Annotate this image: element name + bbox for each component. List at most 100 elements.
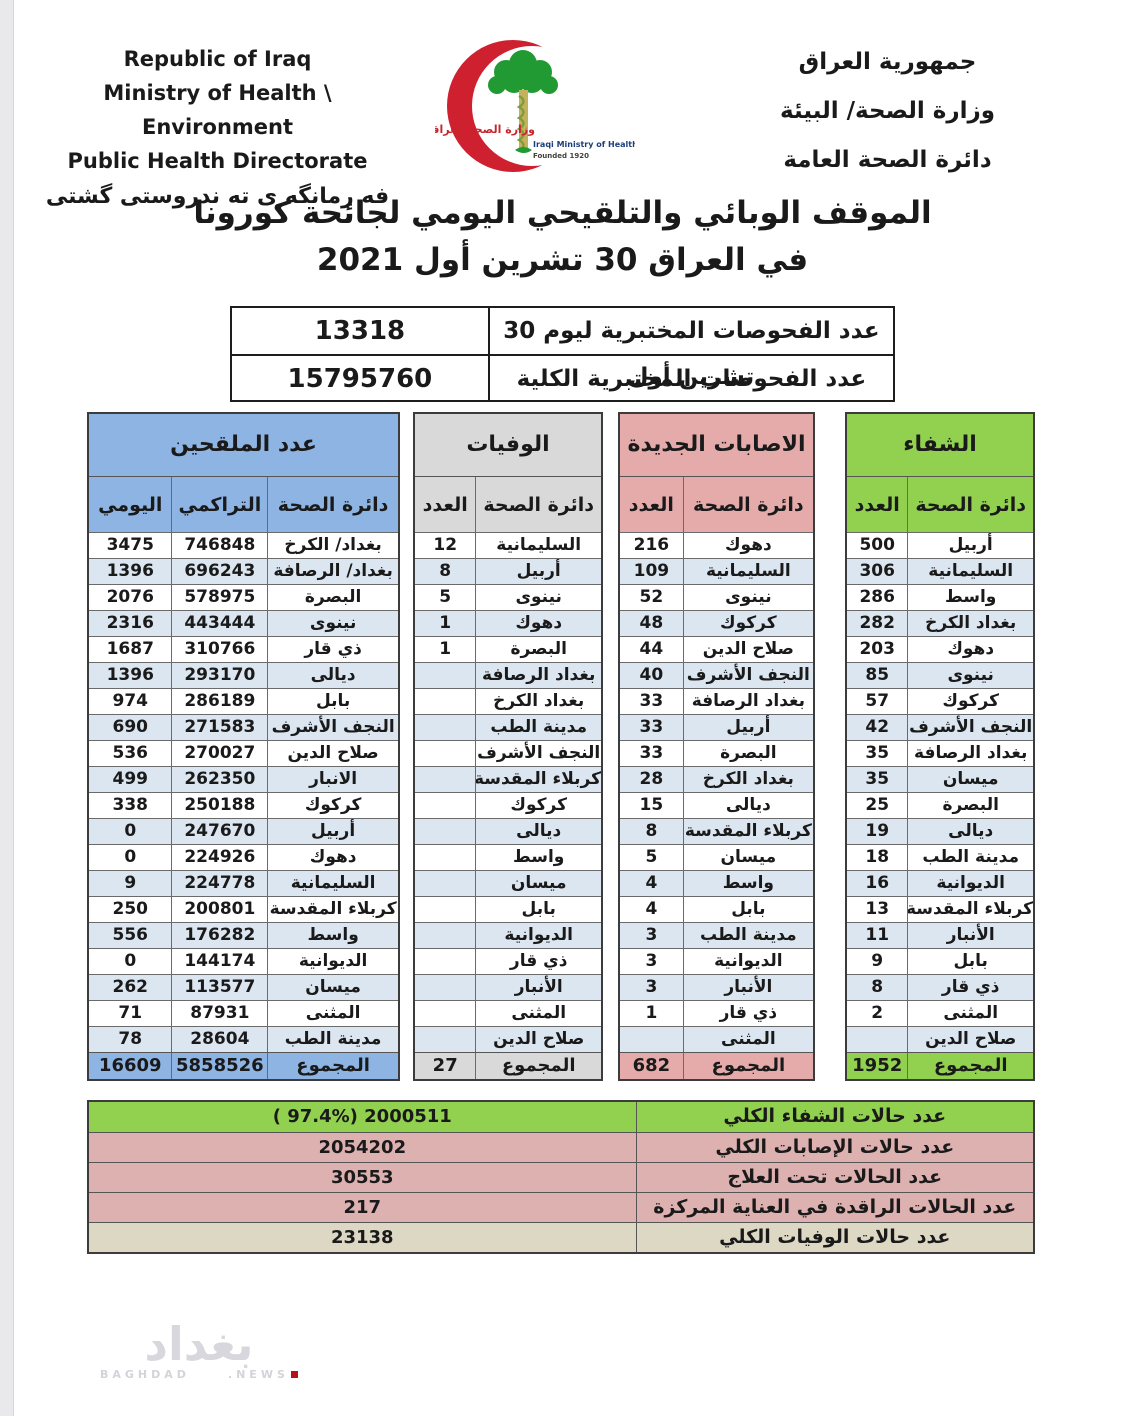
cell-value: 9 [847,949,909,974]
cell-directorate: بغداد الكرخ [702,769,794,789]
cell-value: 338 [89,793,173,818]
cell-value: 216 [620,533,684,558]
cell-directorate: ميسان [510,873,567,893]
cell-value: 0 [89,949,173,974]
cell-directorate: صلاح الدين [493,1029,585,1049]
cell-value: 443444 [172,611,269,636]
cell-value: 974 [89,689,173,714]
table-deaths: الوفيات دائرة الصحة العدد السليمانية 12 أر… [413,412,603,1081]
cell-directorate: الانبار [309,769,358,789]
table-row: كركوك 57 [847,688,1033,714]
cell-directorate: ذي قار [941,977,1000,997]
table-row: ديالى 19 [847,818,1033,844]
table-row: ذي قار [415,948,601,974]
cell-value [415,1001,477,1026]
cell-value: 12 [415,533,477,558]
cell-value: 2316 [89,611,173,636]
cell-directorate: السليمانية [496,535,582,555]
cell-value [415,767,477,792]
cell-directorate: النجف الأشرف [909,717,1033,737]
report-title: الموقف الوبائي والتلقيحي اليومي لجائحة ك… [0,190,1125,284]
table-column-headers: دائرة الصحة العدد [620,476,813,532]
cell-directorate: واسط [945,587,997,607]
table-title: الوفيات [415,414,601,476]
table-new-cases: الاصابات الجديدة دائرة الصحة العدد دهوك 2… [618,412,815,1081]
header-arabic-line: وزارة الصحة/ البيئة [780,98,995,124]
table-row: بغداد الرصافة 35 [847,740,1033,766]
cell-value: 15 [620,793,684,818]
lab-tests-table: عدد الفحوصات المختبرية ليوم 30 تشرين أول… [230,306,895,402]
table-body: بغداد/ الكرخ 746848 3475 بغداد/ الرصافة 6962… [89,532,398,1052]
summary-row-total-deaths: عدد حالات الوفيات الكلي 23138 [89,1222,1033,1252]
cell-value: 1396 [89,559,173,584]
table-row: البصرة 578975 2076 [89,584,398,610]
table-row: بغداد/ الرصافة 696243 1396 [89,558,398,584]
table-row: نينوى 443444 2316 [89,610,398,636]
cell-directorate: مدينة الطب [922,847,1020,867]
cell-directorate: ميسان [305,977,361,997]
cell-value: 144174 [172,949,269,974]
table-row: الأنبار 11 [847,922,1033,948]
cell-value: 109 [620,559,684,584]
cell-directorate: نينوى [725,587,772,607]
cell-directorate: كركوك [720,613,777,633]
cell-directorate: مدينة الطب [490,717,588,737]
table-row: ذي قار 1 [620,1000,813,1026]
cell-directorate: السليمانية [705,561,791,581]
cell-directorate: النجف الأشرف [271,717,395,737]
cell-value: 200801 [172,897,269,922]
column-header-cumulative: التراكمي [172,477,269,532]
table-row: صلاح الدين [415,1026,601,1052]
cell-value [415,715,477,740]
summary-row-icu: عدد الحالات الراقدة في العناية المركزة 2… [89,1192,1033,1222]
table-row: ميسان 35 [847,766,1033,792]
watermark-baghdad: BAGHDAD [100,1368,190,1381]
table-row: ديالى [415,818,601,844]
cell-value [415,793,477,818]
cell-value: 71 [89,1001,173,1026]
table-title: الاصابات الجديدة [620,414,813,476]
cell-directorate: مدينة الطب [284,1029,382,1049]
cell-directorate: صلاح الدين [925,1029,1017,1049]
cell-value [415,871,477,896]
table-row: ميسان 113577 262 [89,974,398,1000]
cell-value: 87931 [172,1001,269,1026]
cell-directorate: الديوانية [936,873,1005,893]
table-recovered: الشفاء دائرة الصحة العدد أربيل 500 السليما… [845,412,1035,1081]
table-row: البصرة 1 [415,636,601,662]
column-header-directorate: دائرة الصحة [693,494,804,516]
cell-value [847,1027,909,1052]
cell-directorate: كركوك [942,691,999,711]
cell-directorate: نينوى [947,665,994,685]
cell-directorate: البصرة [304,587,362,607]
column-header-directorate: دائرة الصحة [277,494,389,516]
cell-value [415,923,477,948]
cell-directorate: ذي قار [719,1003,778,1023]
cell-directorate: أربيل [948,535,993,555]
cell-value: 52 [620,585,684,610]
table-row: كركوك [415,792,601,818]
cell-directorate: ديالى [516,821,562,841]
summary-label: عدد حالات الشفاء الكلي [723,1105,947,1127]
cell-value: 28 [620,767,684,792]
cell-directorate: بغداد/ الكرخ [284,535,382,555]
cell-value: 282 [847,611,909,636]
tests-daily-label: عدد الفحوصات المختبرية ليوم 30 تشرين أول [503,318,880,390]
cell-value: 33 [620,741,684,766]
cell-value: 4 [620,871,684,896]
table-row: المثنى 87931 71 [89,1000,398,1026]
summary-value: 23138 [89,1223,637,1252]
table-row: مدينة الطب 3 [620,922,813,948]
cell-value: 536 [89,741,173,766]
cell-value: 224926 [172,845,269,870]
cell-directorate: بغداد الرصافة [691,691,805,711]
summary-label: عدد حالات الوفيات الكلي [719,1226,951,1248]
total-label: المجموع [296,1055,370,1076]
cell-value: 286189 [172,689,269,714]
table-row: بغداد الرصافة 33 [620,688,813,714]
table-row: مدينة الطب 28604 78 [89,1026,398,1052]
summary-label: عدد حالات الإصابات الكلي [715,1136,955,1158]
cell-value: 33 [620,715,684,740]
table-row: دهوك 224926 0 [89,844,398,870]
